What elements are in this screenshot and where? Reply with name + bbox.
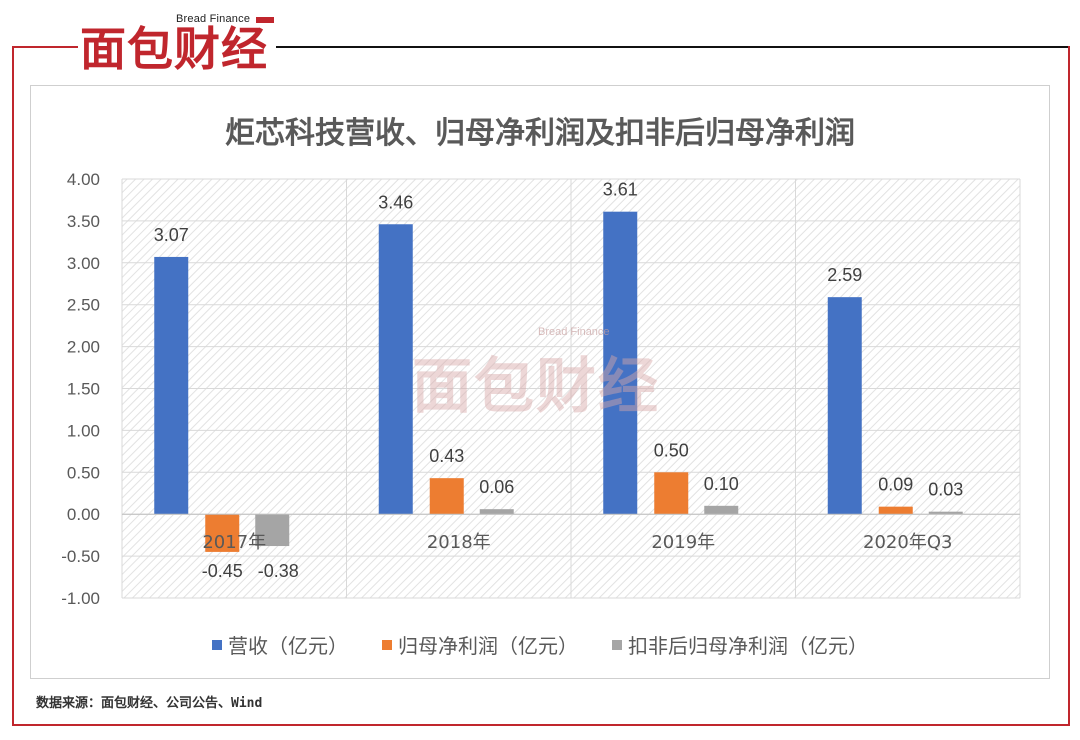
x-tick-label: 2019年: [651, 532, 715, 553]
y-tick-label: 1.00: [67, 421, 100, 440]
y-tick-label: 2.00: [67, 338, 100, 357]
bar-net-profit: [654, 472, 689, 515]
y-tick-label: -1.00: [61, 589, 100, 608]
bar-revenue: [378, 224, 413, 515]
y-tick-label: 3.50: [67, 212, 100, 231]
legend-item: 归母净利润（亿元）: [382, 630, 578, 659]
data-label: -0.38: [258, 561, 299, 581]
bar-revenue: [827, 297, 862, 515]
bar-net-profit: [429, 478, 464, 515]
watermark-subtitle: Bread Finance: [538, 326, 610, 338]
y-tick-label: 0.50: [67, 463, 100, 482]
x-tick-label: 2018年: [427, 532, 491, 553]
data-label: 0.03: [928, 480, 963, 500]
logo-name: 面包财经: [80, 22, 268, 76]
bar-adjusted-net-profit: [255, 514, 290, 547]
legend-item: 营收（亿元）: [212, 630, 348, 659]
chart-title: 炬芯科技营收、归母净利润及扣非后归母净利润: [225, 116, 855, 151]
frame-top-red-line: [12, 46, 78, 48]
frame-top-black-line: [276, 46, 1068, 48]
legend-item: 扣非后归母净利润（亿元）: [612, 630, 868, 659]
y-tick-label: 0.00: [67, 505, 100, 524]
bar-net-profit: [878, 506, 913, 515]
data-label: 0.06: [479, 477, 514, 497]
data-label: -0.45: [202, 561, 243, 581]
legend-label: 归母净利润（亿元）: [398, 634, 578, 658]
bar-adjusted-net-profit: [704, 505, 739, 515]
data-label: 3.61: [603, 180, 638, 200]
legend-label: 扣非后归母净利润（亿元）: [628, 634, 868, 658]
legend-label: 营收（亿元）: [228, 634, 348, 658]
data-label: 0.50: [654, 440, 689, 460]
data-label: 0.10: [704, 474, 739, 494]
y-tick-label: 2.50: [67, 296, 100, 315]
data-label: 2.59: [827, 265, 862, 285]
data-label: 0.09: [878, 475, 913, 495]
logo-subtitle: Bread Finance: [176, 13, 251, 25]
legend-swatch: [382, 639, 392, 650]
x-tick-label: 2020年Q3: [863, 532, 952, 553]
legend-swatch: [212, 639, 222, 650]
bar-adjusted-net-profit: [479, 509, 514, 515]
data-label: 3.07: [154, 225, 189, 245]
legend-swatch: [612, 639, 622, 650]
bar-revenue: [603, 211, 638, 515]
data-label: 3.46: [378, 192, 413, 212]
data-label: 0.43: [429, 446, 464, 466]
y-tick-label: 4.00: [67, 170, 100, 189]
bar-net-profit: [205, 514, 240, 552]
source-note: 数据来源：面包财经、公司公告、Wind: [36, 696, 263, 711]
frame-border: [12, 46, 1070, 726]
x-tick-label: 2017年: [202, 532, 266, 553]
y-tick-label: 1.50: [67, 380, 100, 399]
watermark-name: 面包财经: [412, 352, 660, 422]
bar-revenue: [154, 256, 189, 515]
y-tick-label: -0.50: [61, 547, 100, 566]
y-tick-label: 3.00: [67, 254, 100, 273]
logo-accent: [256, 17, 274, 23]
chart-legend: 营收（亿元） 归母净利润（亿元） 扣非后归母净利润（亿元）: [0, 630, 1080, 659]
bar-adjusted-net-profit: [928, 511, 963, 515]
